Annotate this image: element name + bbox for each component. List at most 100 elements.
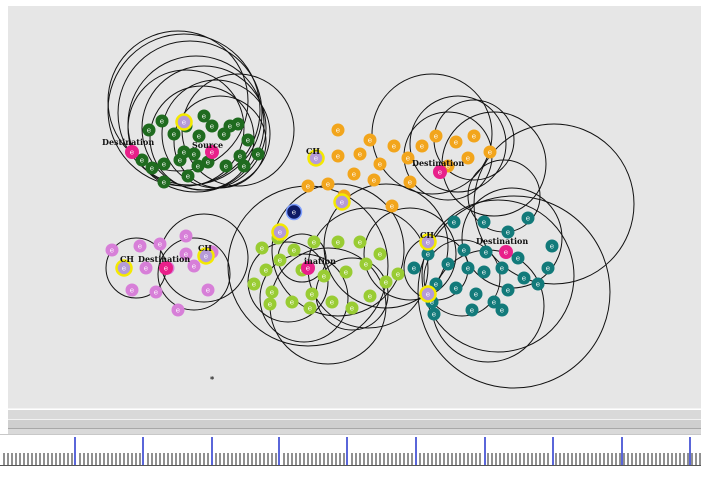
sensor-node[interactable]: e <box>467 129 481 143</box>
cluster-head-node[interactable]: e <box>115 259 133 277</box>
sensor-node[interactable]: e <box>403 175 417 189</box>
sensor-node[interactable]: e <box>465 303 479 317</box>
sensor-node[interactable]: e <box>181 169 195 183</box>
sink-node[interactable]: e <box>285 203 303 221</box>
sensor-node[interactable]: e <box>191 159 205 173</box>
sensor-node[interactable]: e <box>407 261 421 275</box>
sensor-node[interactable]: e <box>347 167 361 181</box>
cluster-head-node[interactable]: e <box>419 233 437 251</box>
sensor-node[interactable]: e <box>541 261 555 275</box>
sensor-node[interactable]: e <box>273 253 287 267</box>
sensor-node[interactable]: e <box>179 247 193 261</box>
sensor-node[interactable]: e <box>135 153 149 167</box>
sensor-node[interactable]: e <box>373 157 387 171</box>
sensor-node[interactable]: e <box>305 287 319 301</box>
sensor-node[interactable]: e <box>157 157 171 171</box>
sensor-node[interactable]: e <box>421 247 435 261</box>
endpoint-node[interactable]: e <box>205 145 219 159</box>
sensor-node[interactable]: e <box>251 147 265 161</box>
sensor-node[interactable]: e <box>461 151 475 165</box>
sensor-node[interactable]: e <box>385 199 399 213</box>
sensor-node[interactable]: e <box>501 225 515 239</box>
sensor-node[interactable]: e <box>157 175 171 189</box>
sensor-node[interactable]: e <box>391 267 405 281</box>
sensor-node[interactable]: e <box>179 229 193 243</box>
sensor-node[interactable]: e <box>461 261 475 275</box>
sensor-node[interactable]: e <box>149 285 163 299</box>
sensor-node[interactable]: e <box>331 149 345 163</box>
cluster-head-node[interactable]: e <box>307 149 325 167</box>
sensor-node[interactable]: e <box>447 215 461 229</box>
sensor-node[interactable]: e <box>331 123 345 137</box>
endpoint-node[interactable]: e <box>433 165 447 179</box>
cluster-head-node[interactable]: e <box>197 247 215 265</box>
sensor-node[interactable]: e <box>321 177 335 191</box>
sensor-node[interactable]: e <box>303 301 317 315</box>
sensor-node[interactable]: e <box>387 139 401 153</box>
sensor-node[interactable]: e <box>317 269 331 283</box>
sensor-node[interactable]: e <box>255 241 269 255</box>
sensor-node[interactable]: e <box>307 235 321 249</box>
sensor-node[interactable]: e <box>531 277 545 291</box>
scrollbar-thumb[interactable] <box>8 419 701 429</box>
endpoint-node[interactable]: e <box>301 261 315 275</box>
sensor-node[interactable]: e <box>483 145 497 159</box>
sensor-node[interactable]: e <box>247 277 261 291</box>
sensor-node[interactable]: e <box>373 247 387 261</box>
sensor-node[interactable]: e <box>363 133 377 147</box>
sensor-node[interactable]: e <box>325 295 339 309</box>
sensor-node[interactable]: e <box>367 173 381 187</box>
horizontal-scrollbar[interactable] <box>8 408 701 435</box>
cluster-head-node[interactable]: e <box>175 113 193 131</box>
sensor-node[interactable]: e <box>487 295 501 309</box>
endpoint-node[interactable]: e <box>499 245 513 259</box>
sensor-node[interactable]: e <box>167 127 181 141</box>
sensor-node[interactable]: e <box>511 251 525 265</box>
sensor-node[interactable]: e <box>495 261 509 275</box>
sensor-node[interactable]: e <box>187 147 201 161</box>
endpoint-node[interactable]: e <box>125 145 139 159</box>
sensor-node[interactable]: e <box>501 283 515 297</box>
sensor-node[interactable]: e <box>265 285 279 299</box>
sensor-node[interactable]: e <box>139 261 153 275</box>
sensor-node[interactable]: e <box>219 159 233 173</box>
sensor-node[interactable]: e <box>353 147 367 161</box>
sensor-node[interactable]: e <box>201 283 215 297</box>
sensor-node[interactable]: e <box>457 243 471 257</box>
sensor-node[interactable]: e <box>477 265 491 279</box>
sensor-node[interactable]: e <box>105 243 119 257</box>
sensor-node[interactable]: e <box>259 263 273 277</box>
sensor-node[interactable]: e <box>517 271 531 285</box>
sensor-node[interactable]: e <box>142 123 156 137</box>
sensor-node[interactable]: e <box>133 239 147 253</box>
sensor-node[interactable]: e <box>187 259 201 273</box>
sensor-node[interactable]: e <box>125 283 139 297</box>
cluster-head-node[interactable]: e <box>271 223 289 241</box>
sensor-node[interactable]: e <box>177 145 191 159</box>
sensor-node[interactable]: e <box>401 151 415 165</box>
sensor-node[interactable]: e <box>449 135 463 149</box>
sensor-node[interactable]: e <box>477 215 491 229</box>
sensor-node[interactable]: e <box>223 119 237 133</box>
sensor-node[interactable]: e <box>205 119 219 133</box>
sensor-node[interactable]: e <box>449 281 463 295</box>
sensor-node[interactable]: e <box>469 287 483 301</box>
sensor-node[interactable]: e <box>331 235 345 249</box>
sensor-node[interactable]: e <box>301 179 315 193</box>
sensor-node[interactable]: e <box>145 161 159 175</box>
sensor-node[interactable]: e <box>171 303 185 317</box>
cluster-head-node[interactable]: e <box>419 285 437 303</box>
sensor-node[interactable]: e <box>233 149 247 163</box>
sensor-node[interactable]: e <box>339 265 353 279</box>
sensor-node[interactable]: e <box>415 139 429 153</box>
sensor-node[interactable]: e <box>429 129 443 143</box>
sensor-node[interactable]: e <box>479 245 493 259</box>
sensor-node[interactable]: e <box>427 307 441 321</box>
sensor-node[interactable]: e <box>545 239 559 253</box>
endpoint-node[interactable]: e <box>159 261 173 275</box>
sensor-node[interactable]: e <box>495 303 509 317</box>
sensor-node[interactable]: e <box>353 235 367 249</box>
sensor-node[interactable]: e <box>345 301 359 315</box>
sensor-node[interactable]: e <box>379 275 393 289</box>
